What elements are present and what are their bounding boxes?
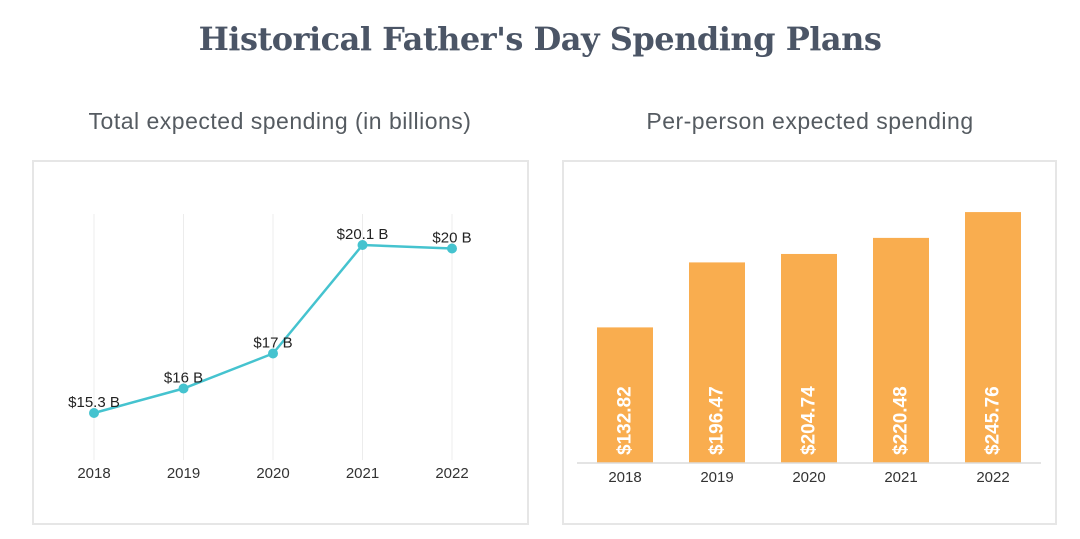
line-chart-title: Total expected spending (in billions) bbox=[88, 108, 472, 134]
bar bbox=[689, 262, 745, 463]
bar bbox=[873, 237, 929, 463]
bar-value-label: $204.74 bbox=[799, 386, 820, 455]
data-label: $15.3 B bbox=[68, 394, 120, 411]
data-point bbox=[89, 408, 99, 418]
line-chart-panel bbox=[32, 160, 529, 525]
data-point bbox=[447, 243, 457, 254]
x-tick-label: 2020 bbox=[256, 465, 289, 482]
x-tick-label: 2018 bbox=[77, 465, 110, 482]
bar-value-label: $245.76 bbox=[983, 386, 1004, 455]
bar-chart-title: Per-person expected spending bbox=[646, 108, 974, 134]
bar bbox=[965, 212, 1021, 463]
x-tick-label: 2021 bbox=[346, 465, 379, 482]
bar-value-label: $132.82 bbox=[615, 386, 636, 455]
x-tick-label: 2022 bbox=[435, 465, 468, 482]
data-label: $20 B bbox=[432, 230, 471, 247]
data-label: $17 B bbox=[253, 335, 292, 352]
bar-value-label: $196.47 bbox=[707, 386, 728, 455]
bar bbox=[781, 253, 837, 463]
x-tick-label: 2019 bbox=[167, 465, 200, 482]
bar bbox=[597, 327, 653, 463]
x-tick-label: 2022 bbox=[976, 469, 1009, 486]
x-tick-label: 2021 bbox=[884, 469, 917, 486]
data-label: $20.1 B bbox=[337, 226, 389, 243]
data-point bbox=[357, 240, 368, 250]
data-point bbox=[178, 383, 189, 394]
x-tick-label: 2020 bbox=[792, 469, 825, 486]
data-point bbox=[268, 348, 278, 359]
page-title: Historical Father's Day Spending Plans bbox=[198, 20, 882, 58]
x-tick-label: 2019 bbox=[700, 469, 733, 486]
bar-chart-panel bbox=[562, 160, 1057, 525]
data-label: $16 B bbox=[164, 370, 203, 387]
bar-value-label: $220.48 bbox=[891, 386, 912, 455]
x-tick-label: 2018 bbox=[608, 469, 641, 486]
